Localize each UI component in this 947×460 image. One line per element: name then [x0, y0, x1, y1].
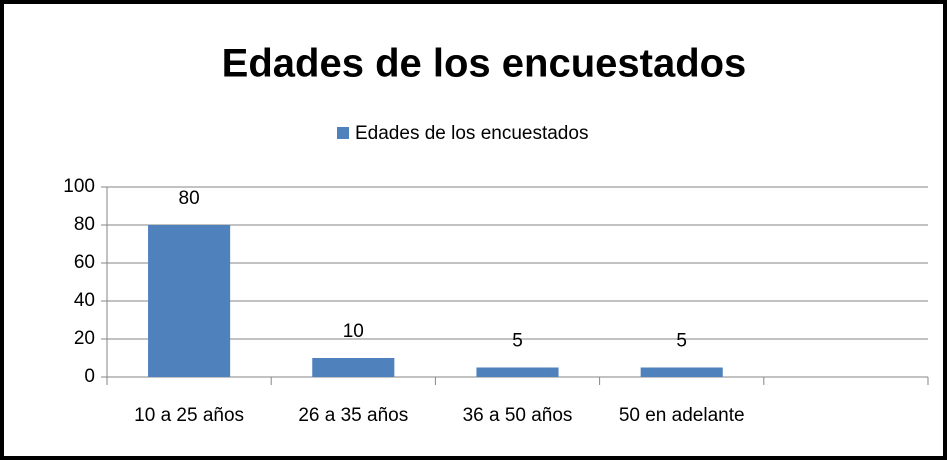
data-label: 5	[512, 331, 523, 352]
data-label: 80	[179, 188, 200, 209]
y-tick-label: 40	[74, 290, 95, 311]
y-tick-label: 80	[74, 214, 95, 235]
data-label: 5	[676, 331, 687, 352]
legend-swatch	[337, 127, 349, 139]
legend-label: Edades de los encuestados	[355, 123, 588, 144]
y-tick-label: 100	[63, 176, 95, 197]
bar	[640, 367, 723, 377]
y-tick-label: 20	[74, 328, 95, 349]
x-tick-label: 26 a 35 años	[298, 405, 408, 426]
chart-title: Edades de los encuestados	[222, 42, 747, 86]
bar	[476, 367, 559, 377]
bar	[148, 225, 231, 377]
x-tick-label: 36 a 50 años	[463, 405, 573, 426]
x-tick-label: 10 a 25 años	[134, 405, 244, 426]
data-label: 10	[343, 321, 364, 342]
y-tick-label: 0	[84, 366, 95, 387]
y-tick-label: 60	[74, 252, 95, 273]
x-tick-label: 50 en adelante	[619, 405, 745, 426]
bar	[312, 358, 395, 377]
